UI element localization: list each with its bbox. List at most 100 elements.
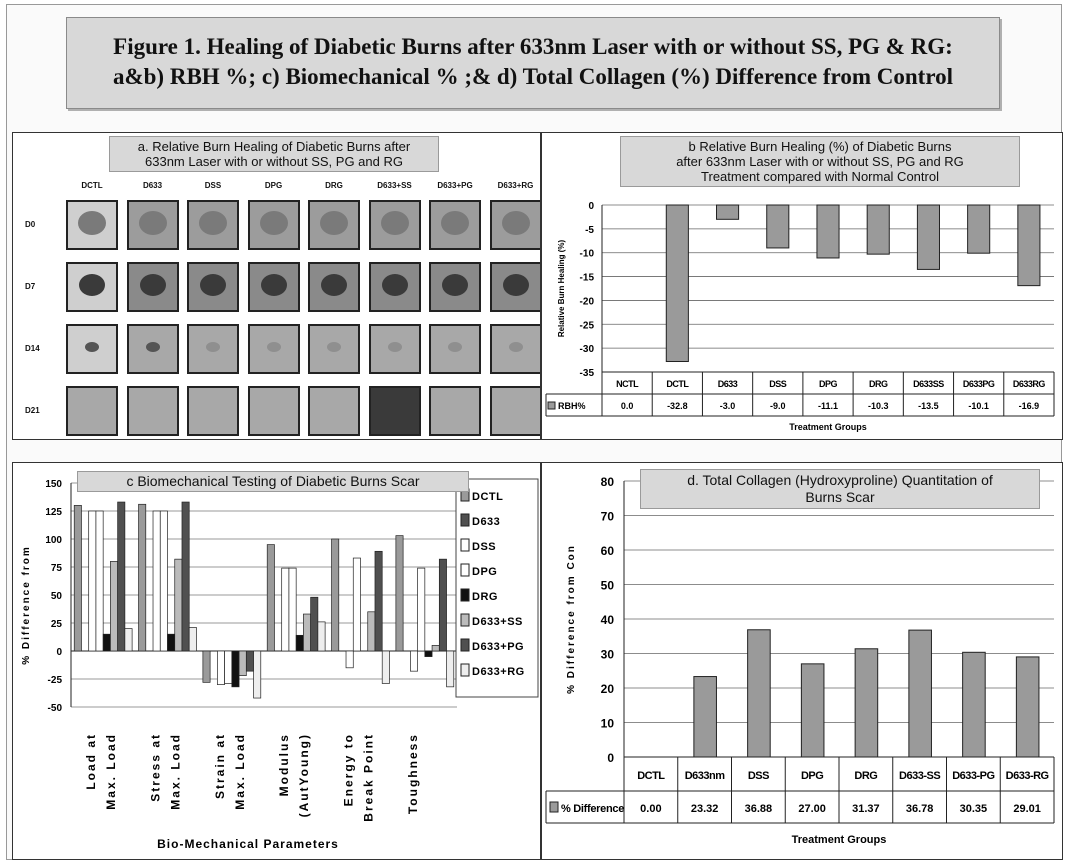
burn-photo	[247, 262, 300, 312]
burn-photo	[308, 262, 360, 312]
bar-biomech	[310, 596, 319, 652]
burn-photo	[308, 386, 360, 436]
x-category-label: Max. Load	[104, 733, 118, 810]
bar-biomech	[174, 558, 183, 652]
y-tick-label: -5	[585, 225, 594, 236]
burn-photo	[126, 200, 179, 250]
photo-col-header: DSS	[204, 181, 222, 190]
burn-photo	[429, 262, 481, 312]
bar-rbh	[866, 204, 890, 255]
x-category-label: Max. Load	[233, 733, 247, 810]
x-category-label: D633-PG	[952, 770, 994, 782]
bar-biomech	[117, 501, 126, 652]
wound-area	[380, 211, 409, 235]
x-category-label: D633-SS	[899, 770, 940, 782]
panel-d-title: d. Total Collagen (Hydroxyproline) Quant…	[640, 469, 1040, 509]
photo-col-header: D633+SS	[377, 181, 412, 190]
burn-photo	[187, 200, 239, 250]
photo-row-header: D21	[25, 406, 40, 415]
wound-area	[85, 342, 99, 352]
photo-row-header: D0	[25, 220, 36, 229]
y-tick-label: 75	[51, 563, 63, 574]
panel-b-title: b Relative Burn Healing (%) of Diabetic …	[620, 136, 1020, 187]
bar-biomech	[381, 650, 390, 684]
wound-area	[501, 211, 530, 235]
table-value: 36.88	[745, 803, 773, 815]
wound-area	[321, 274, 347, 296]
wound-area	[508, 342, 523, 352]
legend-label: DCTL	[472, 491, 503, 503]
y-tick-label: 0	[588, 201, 594, 212]
bar-collagen	[800, 663, 825, 758]
chart-d-svg: 80 70 60 50 40 30 20 10 0 % Difference from Con DC…	[545, 475, 1055, 846]
y-tick-label: 25	[51, 619, 63, 630]
panel-a-title: a. Relative Burn Healing of Diabetic Bur…	[109, 136, 439, 172]
legend-swatch	[460, 513, 470, 527]
x-category-label: DCTL	[637, 770, 665, 782]
bar-biomech	[438, 558, 447, 652]
table-value: -9.0	[770, 401, 786, 411]
x-axis-label: Treatment Groups	[789, 422, 867, 432]
x-category-label: D633-RG	[1006, 770, 1049, 782]
y-tick-label: 40	[601, 613, 615, 627]
bar-biomech	[317, 621, 326, 652]
wound-area	[502, 274, 529, 296]
table-value: 30.35	[960, 803, 988, 815]
legend-swatch	[547, 401, 556, 410]
burn-photo	[429, 200, 481, 250]
y-tick-label: 100	[45, 535, 62, 546]
burn-photo	[187, 262, 239, 312]
wound-area	[327, 342, 341, 352]
burn-photo	[126, 386, 179, 436]
bar-biomech	[88, 510, 97, 652]
table-value: 23.32	[691, 803, 719, 815]
x-category-label: DSS	[748, 770, 769, 782]
photo-col-header: D633	[142, 181, 163, 190]
y-axis-label: Relative Burn Healing (%)	[557, 239, 566, 337]
bar-biomech	[266, 544, 275, 652]
photo-col-header: DPG	[264, 181, 283, 190]
bar-collagen	[854, 648, 879, 758]
y-tick-label: 125	[45, 507, 62, 518]
x-category-label: Toughness	[406, 733, 420, 814]
bar-collagen	[693, 676, 717, 758]
wound-area	[448, 342, 462, 352]
bar-biomech	[102, 633, 111, 652]
bar-biomech	[410, 650, 418, 672]
bar-biomech	[417, 567, 426, 652]
panel-a-title-line1: a. Relative Burn Healing of Diabetic Bur…	[137, 139, 411, 154]
burn-photo	[489, 324, 540, 374]
x-axis-label: Treatment Groups	[792, 834, 887, 846]
bar-biomech	[345, 650, 354, 669]
bar-biomech	[281, 567, 290, 652]
table-value: 0.00	[640, 803, 661, 815]
legend-swatch	[460, 588, 470, 602]
x-category-label: Break Point	[362, 733, 376, 822]
x-category-label: DRG	[854, 770, 877, 782]
table-value: -32.8	[667, 401, 688, 411]
wound-area	[79, 274, 105, 296]
wound-area	[259, 211, 288, 235]
burn-photo	[489, 262, 540, 312]
bar-rbh	[916, 204, 940, 270]
legend-swatch	[460, 538, 470, 552]
table-value: 29.01	[1013, 803, 1041, 815]
figure-title-line1: Figure 1. Healing of Diabetic Burns afte…	[113, 34, 953, 59]
bar-biomech	[352, 557, 361, 652]
burn-photo	[126, 324, 179, 374]
legend-label: D633+PG	[472, 641, 524, 653]
bar-rbh	[967, 204, 991, 254]
burn-photo	[66, 200, 118, 250]
wound-area	[442, 274, 468, 296]
burn-photo	[247, 200, 300, 250]
burn-photo	[66, 324, 118, 374]
y-tick-label: -25	[48, 675, 63, 686]
photo-row-header: D14	[25, 344, 40, 353]
bar-biomech	[73, 505, 82, 652]
bar-biomech	[395, 535, 404, 652]
burn-photo	[429, 386, 481, 436]
burn-photo	[247, 386, 300, 436]
burn-photo	[187, 386, 239, 436]
wound-area	[266, 342, 281, 352]
bar-biomech	[224, 650, 233, 684]
